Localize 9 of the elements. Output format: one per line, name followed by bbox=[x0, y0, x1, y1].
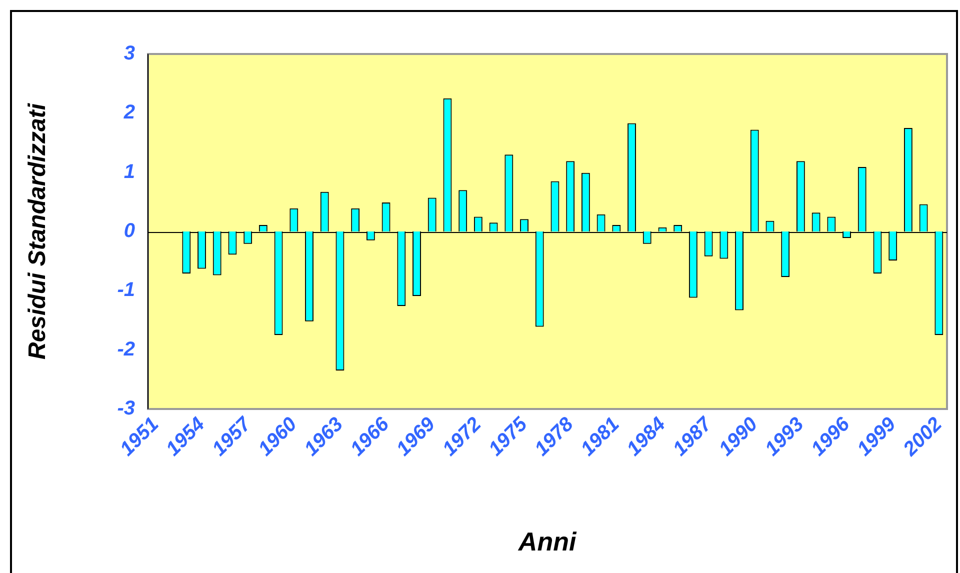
y-tick-label: 0 bbox=[124, 220, 135, 242]
y-tick-label: -3 bbox=[117, 398, 135, 420]
y-tick-label: -1 bbox=[117, 279, 135, 302]
y-tick-label: 1 bbox=[124, 160, 135, 183]
y-tick-label: 3 bbox=[124, 42, 135, 65]
y-axis-title: Residui Standardizzati bbox=[24, 102, 52, 360]
x-axis-title: Anni bbox=[517, 526, 577, 557]
y-tick-label: -2 bbox=[117, 338, 135, 360]
y-tick-label: 2 bbox=[122, 102, 135, 124]
